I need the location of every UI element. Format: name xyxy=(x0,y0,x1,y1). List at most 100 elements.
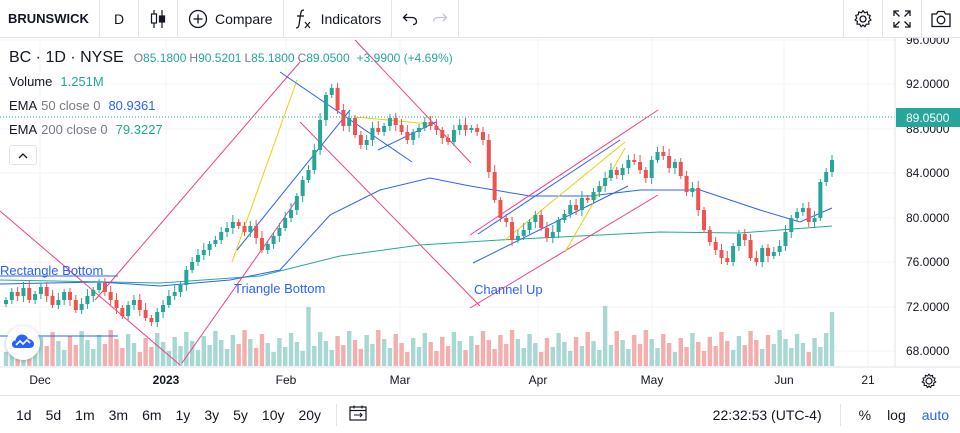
range-button-5y[interactable]: 5y xyxy=(233,406,248,423)
volume-bar xyxy=(410,338,416,366)
volume-bar xyxy=(434,351,439,366)
candle-body xyxy=(760,248,765,262)
indicators-button[interactable]: Indicators xyxy=(284,0,393,38)
volume-bar xyxy=(259,334,265,366)
legend-ema200-row[interactable]: EMA 200 close 0 79.3227 xyxy=(9,118,456,142)
candle-body xyxy=(771,252,776,256)
volume-bar xyxy=(800,343,806,366)
candle-body xyxy=(824,172,829,182)
range-button-1y[interactable]: 1y xyxy=(175,406,191,423)
volume-bar xyxy=(730,350,736,366)
candle-body xyxy=(574,205,579,210)
volume-bar xyxy=(568,351,573,366)
fullscreen-button[interactable] xyxy=(882,0,921,38)
volume-bar xyxy=(579,346,585,366)
undo-icon[interactable] xyxy=(402,12,418,26)
volume-bar xyxy=(614,331,619,366)
cloud-logo-icon xyxy=(11,333,35,354)
legend-ohlc-key: O xyxy=(133,51,144,65)
redo-icon[interactable] xyxy=(432,12,448,26)
candle-body xyxy=(702,210,707,230)
volume-bar xyxy=(73,345,79,366)
candle-body xyxy=(161,305,166,312)
volume-bar xyxy=(789,348,794,366)
range-button-1m[interactable]: 1m xyxy=(75,406,95,423)
range-button-1d[interactable]: 1d xyxy=(16,406,32,423)
range-button-20y[interactable]: 20y xyxy=(298,406,322,423)
legend-ohlc-value: 90.5201 xyxy=(198,51,242,65)
volume-bar xyxy=(242,330,247,366)
range-button-5d[interactable]: 5d xyxy=(45,406,62,423)
volume-bar xyxy=(370,344,375,366)
auto-scale-toggle[interactable]: auto xyxy=(921,407,949,423)
candle-body xyxy=(754,258,759,262)
candle-body xyxy=(38,287,43,294)
volume-bar xyxy=(533,343,538,366)
percent-scale-toggle[interactable]: % xyxy=(858,407,872,423)
compare-button[interactable]: Compare xyxy=(178,0,284,38)
range-button-10y[interactable]: 10y xyxy=(261,406,285,423)
symbol-search-button[interactable]: BRUNSWICK xyxy=(0,0,100,38)
candle-body xyxy=(620,168,625,175)
candle-body xyxy=(678,162,683,176)
volume-bar xyxy=(143,338,148,366)
volume-bar xyxy=(38,337,44,366)
candle-body xyxy=(533,215,538,222)
volume-bar xyxy=(655,348,660,366)
range-button-6m[interactable]: 6m xyxy=(142,406,162,423)
volume-bar xyxy=(754,340,759,366)
candle-body xyxy=(446,138,451,142)
candle-body xyxy=(672,162,677,168)
volume-bar xyxy=(312,346,317,366)
volume-bar xyxy=(67,336,73,366)
candle-body xyxy=(289,210,294,218)
volume-bar xyxy=(428,342,433,366)
triangle-bottom-label[interactable]: Triangle Bottom xyxy=(234,281,325,296)
chart-type-button[interactable] xyxy=(139,0,178,38)
volume-bar xyxy=(189,341,195,366)
candle-body xyxy=(539,215,544,228)
function-icon xyxy=(294,8,314,30)
range-button-3y[interactable]: 3y xyxy=(204,406,220,423)
candle-body xyxy=(126,305,131,316)
legend-collapse-button[interactable] xyxy=(9,145,37,165)
volume-bar xyxy=(556,333,561,366)
toolbar-right-group xyxy=(843,0,960,38)
candlestick-series xyxy=(4,83,834,327)
candle-body xyxy=(411,132,416,140)
legend-volume-row[interactable]: Volume 1.251M xyxy=(9,70,456,94)
candle-body xyxy=(515,236,520,240)
divider xyxy=(336,403,338,426)
volume-bar xyxy=(341,345,346,366)
candle-body xyxy=(562,214,567,220)
candle-body xyxy=(789,218,794,232)
legend-ema50-row[interactable]: EMA 50 close 0 80.9361 xyxy=(9,94,456,118)
rectangle-bottom-label[interactable]: Rectangle Bottom xyxy=(0,263,103,278)
volume-bar xyxy=(405,352,410,366)
snapshot-button[interactable] xyxy=(921,0,960,38)
pattern-line xyxy=(299,121,481,307)
date-range-picker-button[interactable] xyxy=(345,405,371,424)
axis-settings-icon[interactable] xyxy=(921,373,937,389)
legend-ohlc-key: L xyxy=(244,51,252,65)
volume-bar xyxy=(445,346,451,366)
date-range-list: 1d 5d 1m 3m 6m 1y 3y 5y 10y 20y xyxy=(0,407,328,423)
volume-bar xyxy=(96,335,102,366)
log-scale-toggle[interactable]: log xyxy=(887,407,906,423)
timezone-clock[interactable]: 22:32:53 (UTC-4) xyxy=(713,404,841,426)
calendar-range-icon xyxy=(349,405,367,424)
legend-title[interactable]: BC · 1D · NYSE xyxy=(9,49,124,66)
interval-button[interactable]: D xyxy=(100,0,139,38)
candle-body xyxy=(463,125,468,130)
volume-bar xyxy=(213,331,218,366)
range-button-3m[interactable]: 3m xyxy=(108,406,129,423)
candle-body xyxy=(97,283,102,290)
volume-bar xyxy=(498,335,503,366)
channel-up-label[interactable]: Channel Up xyxy=(474,282,543,297)
candles-icon xyxy=(150,9,166,29)
settings-button[interactable] xyxy=(843,0,882,38)
candle-body xyxy=(399,125,404,132)
tradingview-logo[interactable] xyxy=(6,326,40,360)
volume-bar xyxy=(317,332,323,366)
